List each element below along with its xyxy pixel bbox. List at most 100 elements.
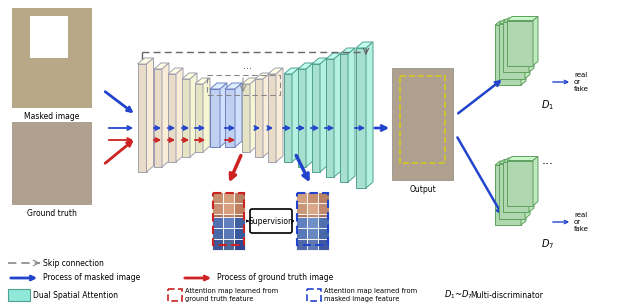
Polygon shape: [320, 58, 327, 172]
Polygon shape: [268, 68, 283, 74]
Bar: [317, 192, 328, 202]
Polygon shape: [162, 63, 169, 167]
Bar: [307, 202, 317, 213]
Polygon shape: [255, 79, 263, 157]
Polygon shape: [195, 84, 203, 152]
Bar: [211, 217, 223, 228]
Text: Dual Spatial Attention: Dual Spatial Attention: [33, 290, 118, 299]
Text: Process of masked image: Process of masked image: [43, 274, 140, 282]
Polygon shape: [182, 79, 190, 157]
Polygon shape: [503, 22, 529, 72]
Polygon shape: [507, 160, 533, 205]
Bar: [223, 213, 234, 225]
Polygon shape: [298, 69, 306, 167]
Bar: [307, 289, 321, 301]
Bar: [30, 16, 68, 58]
Polygon shape: [154, 69, 162, 167]
Polygon shape: [525, 160, 530, 218]
Polygon shape: [268, 74, 276, 162]
Bar: [317, 202, 328, 213]
Polygon shape: [525, 19, 530, 79]
Polygon shape: [521, 161, 526, 225]
Bar: [307, 213, 317, 225]
Bar: [223, 202, 234, 213]
Polygon shape: [312, 58, 327, 64]
Text: Process of ground truth image: Process of ground truth image: [217, 274, 333, 282]
Polygon shape: [507, 156, 538, 160]
Bar: [211, 213, 223, 225]
Polygon shape: [203, 78, 210, 152]
Polygon shape: [220, 83, 227, 147]
Bar: [223, 217, 234, 228]
Polygon shape: [250, 78, 257, 152]
Polygon shape: [298, 63, 313, 69]
Polygon shape: [255, 73, 270, 79]
Polygon shape: [529, 18, 534, 72]
Polygon shape: [284, 68, 299, 74]
FancyBboxPatch shape: [250, 209, 292, 233]
Text: Masked image: Masked image: [24, 112, 80, 121]
Polygon shape: [154, 63, 169, 69]
Bar: [400, 76, 445, 163]
Polygon shape: [284, 74, 292, 162]
Bar: [211, 202, 223, 213]
Polygon shape: [242, 84, 250, 152]
Bar: [234, 228, 244, 238]
Polygon shape: [225, 83, 242, 89]
Bar: [234, 238, 244, 249]
Text: Attention map learned from
masked image feature: Attention map learned from masked image …: [324, 288, 417, 302]
Polygon shape: [195, 78, 210, 84]
Bar: [211, 238, 223, 249]
Polygon shape: [182, 73, 197, 79]
Polygon shape: [495, 25, 521, 85]
Polygon shape: [12, 8, 92, 108]
Polygon shape: [392, 68, 453, 180]
Polygon shape: [138, 64, 147, 172]
Text: Skip connection: Skip connection: [43, 258, 104, 268]
Text: ...: ...: [243, 61, 252, 71]
Polygon shape: [366, 42, 373, 188]
Bar: [317, 228, 328, 238]
Bar: [8, 289, 30, 301]
Polygon shape: [507, 21, 533, 66]
Polygon shape: [276, 68, 283, 162]
Polygon shape: [235, 83, 242, 147]
Polygon shape: [521, 21, 526, 85]
Text: $D_1$: $D_1$: [541, 98, 554, 112]
Text: $D_1$~$D_7$: $D_1$~$D_7$: [444, 289, 473, 301]
Polygon shape: [503, 18, 534, 22]
Polygon shape: [263, 73, 270, 157]
Polygon shape: [356, 42, 373, 48]
Text: ...: ...: [542, 153, 554, 167]
Polygon shape: [168, 74, 176, 162]
Polygon shape: [326, 53, 341, 59]
Polygon shape: [138, 58, 154, 64]
Polygon shape: [348, 48, 355, 182]
Polygon shape: [312, 64, 320, 172]
Polygon shape: [340, 54, 348, 182]
Polygon shape: [242, 78, 257, 84]
Bar: [307, 192, 317, 202]
Bar: [223, 192, 234, 202]
Polygon shape: [292, 68, 299, 162]
Polygon shape: [499, 164, 525, 218]
Polygon shape: [210, 89, 220, 147]
Text: real
or
fake: real or fake: [574, 72, 589, 92]
Polygon shape: [326, 59, 334, 177]
Bar: [234, 202, 244, 213]
Polygon shape: [176, 68, 183, 162]
Bar: [317, 217, 328, 228]
Polygon shape: [503, 158, 534, 162]
Bar: [296, 202, 307, 213]
Bar: [168, 289, 182, 301]
Bar: [296, 238, 307, 249]
Text: Attention map learned from
ground truth feature: Attention map learned from ground truth …: [185, 288, 278, 302]
Bar: [296, 217, 307, 228]
Bar: [234, 213, 244, 225]
Bar: [211, 228, 223, 238]
Polygon shape: [168, 68, 183, 74]
Bar: [223, 228, 234, 238]
Bar: [296, 192, 307, 202]
Polygon shape: [147, 58, 154, 172]
Bar: [296, 228, 307, 238]
